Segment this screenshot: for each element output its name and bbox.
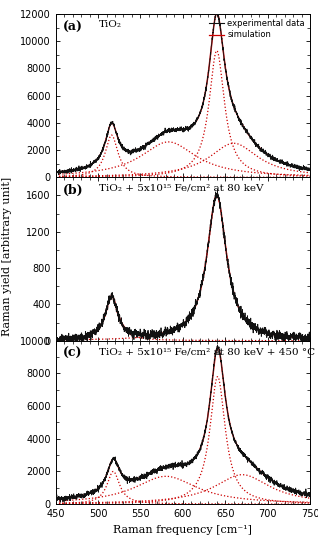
Text: (a): (a) bbox=[63, 21, 83, 33]
Text: Raman yield [arbitrary unit]: Raman yield [arbitrary unit] bbox=[2, 177, 11, 336]
X-axis label: Raman frequency [cm⁻¹]: Raman frequency [cm⁻¹] bbox=[113, 525, 252, 535]
Legend: experimental data, simulation: experimental data, simulation bbox=[206, 16, 308, 43]
Text: TiO₂ + 5x10¹⁵ Fe/cm² at 80 keV: TiO₂ + 5x10¹⁵ Fe/cm² at 80 keV bbox=[99, 184, 263, 193]
Text: TiO₂ + 5x10¹⁵ Fe/cm² at 80 keV + 450 °C: TiO₂ + 5x10¹⁵ Fe/cm² at 80 keV + 450 °C bbox=[99, 347, 315, 356]
Text: (c): (c) bbox=[63, 347, 83, 360]
Text: TiO₂: TiO₂ bbox=[99, 21, 122, 30]
Text: (b): (b) bbox=[63, 184, 84, 197]
